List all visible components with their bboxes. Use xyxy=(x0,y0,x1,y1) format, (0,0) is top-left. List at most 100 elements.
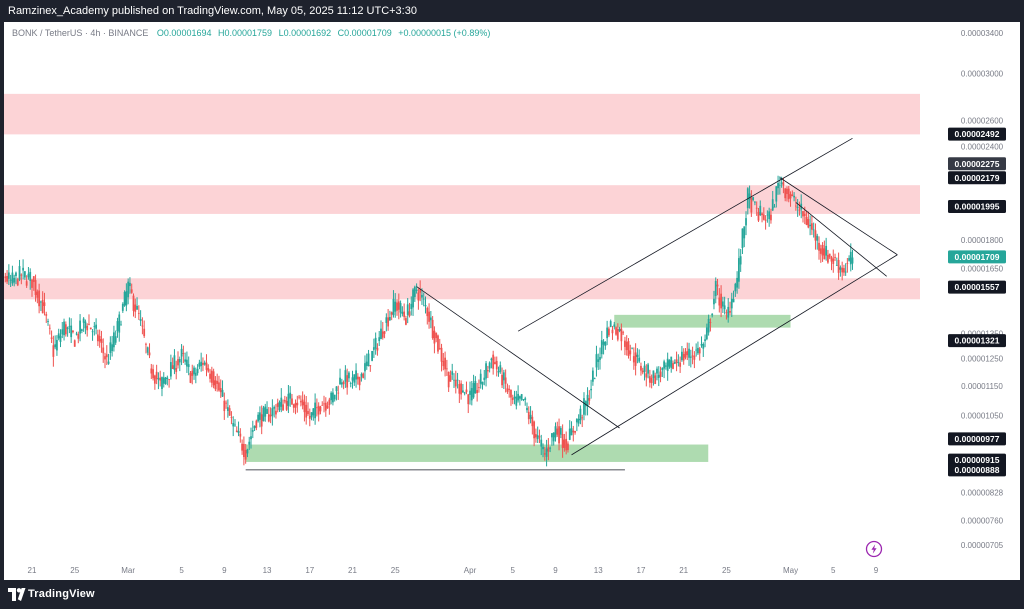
candle-body xyxy=(34,280,37,295)
candle-body xyxy=(194,372,197,376)
candle-body xyxy=(444,357,446,370)
tradingview-logo-icon[interactable] xyxy=(8,588,26,601)
candle-body xyxy=(22,267,24,271)
price-tick-label: 0.00001150 xyxy=(961,382,1003,391)
candle-body xyxy=(830,257,833,262)
candle-body xyxy=(429,317,432,321)
candle-body xyxy=(465,389,468,393)
candle-body xyxy=(599,356,601,360)
candle-body xyxy=(319,406,322,412)
candle-body xyxy=(244,449,247,460)
ohlc-close-label: C xyxy=(338,28,345,38)
candle-body xyxy=(303,401,306,413)
candle-body xyxy=(536,435,539,440)
candle-body xyxy=(421,294,423,298)
publisher-bar: Ramzinex_Academy published on TradingVie… xyxy=(0,0,1024,22)
trend-line-3 xyxy=(779,177,898,256)
candle-body xyxy=(809,224,812,227)
candle-body xyxy=(745,218,747,226)
candle-body xyxy=(734,283,737,292)
candle-body xyxy=(98,336,101,342)
candle-body xyxy=(255,420,258,428)
chart-area[interactable]: BONK / TetherUS · 4h · BINANCE O0.000016… xyxy=(4,22,1020,580)
candle-body xyxy=(89,327,92,330)
candle-body xyxy=(802,211,804,217)
candle-body xyxy=(27,273,30,278)
candle-body xyxy=(656,368,658,374)
candle-body xyxy=(709,322,712,323)
candle-body xyxy=(75,333,78,335)
candle-body xyxy=(214,380,217,390)
candle-body xyxy=(463,392,466,394)
time-axis[interactable]: 21 25 Mar 5 9 13 17 21 25 Apr 5 9 13 17 21 25 May 5 9 xyxy=(28,566,879,575)
candle-body xyxy=(624,340,626,347)
candle-body xyxy=(784,188,787,199)
candle-body xyxy=(688,348,690,358)
candle-body xyxy=(691,355,694,357)
candle-body xyxy=(218,382,220,391)
candle-body xyxy=(340,382,343,385)
candle-body xyxy=(583,398,585,415)
lightning-icon[interactable] xyxy=(865,540,883,558)
candle-body xyxy=(437,335,439,352)
candle-body xyxy=(198,362,201,367)
candle-body xyxy=(66,327,69,330)
candle-body xyxy=(504,377,507,384)
candle-body xyxy=(837,259,840,273)
candle-body xyxy=(796,206,799,208)
candle-body xyxy=(827,254,829,263)
candle-body xyxy=(412,289,414,308)
candle-body xyxy=(228,408,231,416)
price-tag-box xyxy=(948,463,1006,477)
candle-body xyxy=(602,341,605,345)
candle-body xyxy=(618,328,621,332)
candle-body xyxy=(294,402,297,408)
candle-body xyxy=(397,301,400,310)
candle-body xyxy=(365,361,368,367)
candle-body xyxy=(93,326,96,328)
candle-body xyxy=(47,321,49,322)
tradingview-brand[interactable]: TradingView xyxy=(28,588,95,600)
candle-body xyxy=(777,182,779,189)
candle-body xyxy=(625,341,628,351)
candle-body xyxy=(451,371,454,375)
candle-body xyxy=(613,324,616,327)
candle-body xyxy=(627,341,630,356)
candle-body xyxy=(118,314,121,333)
candle-body xyxy=(679,362,682,367)
candle-body xyxy=(346,375,349,388)
price-chart[interactable]: BONK / TetherUS · 4h · BINANCE O0.000016… xyxy=(4,22,1020,580)
candle-body xyxy=(620,328,623,342)
candle-body xyxy=(212,371,215,386)
candle-body xyxy=(20,274,23,276)
candle-body xyxy=(96,334,99,342)
candle-body xyxy=(460,383,463,395)
candle-body xyxy=(380,328,382,340)
candle-body xyxy=(843,268,845,273)
candle-body xyxy=(586,394,589,406)
candle-body xyxy=(374,337,377,349)
candle-body xyxy=(672,363,674,369)
candle-body xyxy=(499,365,502,372)
price-tag-box xyxy=(948,127,1006,141)
candle-body xyxy=(143,328,146,337)
candle-body xyxy=(9,279,12,281)
candle-body xyxy=(727,306,730,318)
candle-body xyxy=(851,257,854,264)
candle-body xyxy=(207,368,210,372)
time-tick-label: 5 xyxy=(511,566,516,575)
candle-body xyxy=(180,348,183,357)
candle-body xyxy=(146,347,149,353)
candle-body xyxy=(510,389,512,398)
candle-body xyxy=(554,426,557,438)
candle-body xyxy=(68,326,71,327)
zones-layer xyxy=(4,93,920,462)
price-tick-label: 0.00003000 xyxy=(961,70,1004,79)
candle-body xyxy=(200,361,203,367)
candle-body xyxy=(187,364,190,368)
ohlc-open-label: O xyxy=(157,28,164,38)
candle-body xyxy=(291,398,293,405)
candle-body xyxy=(575,419,578,423)
candle-body xyxy=(132,295,135,311)
candle-body xyxy=(275,410,277,415)
